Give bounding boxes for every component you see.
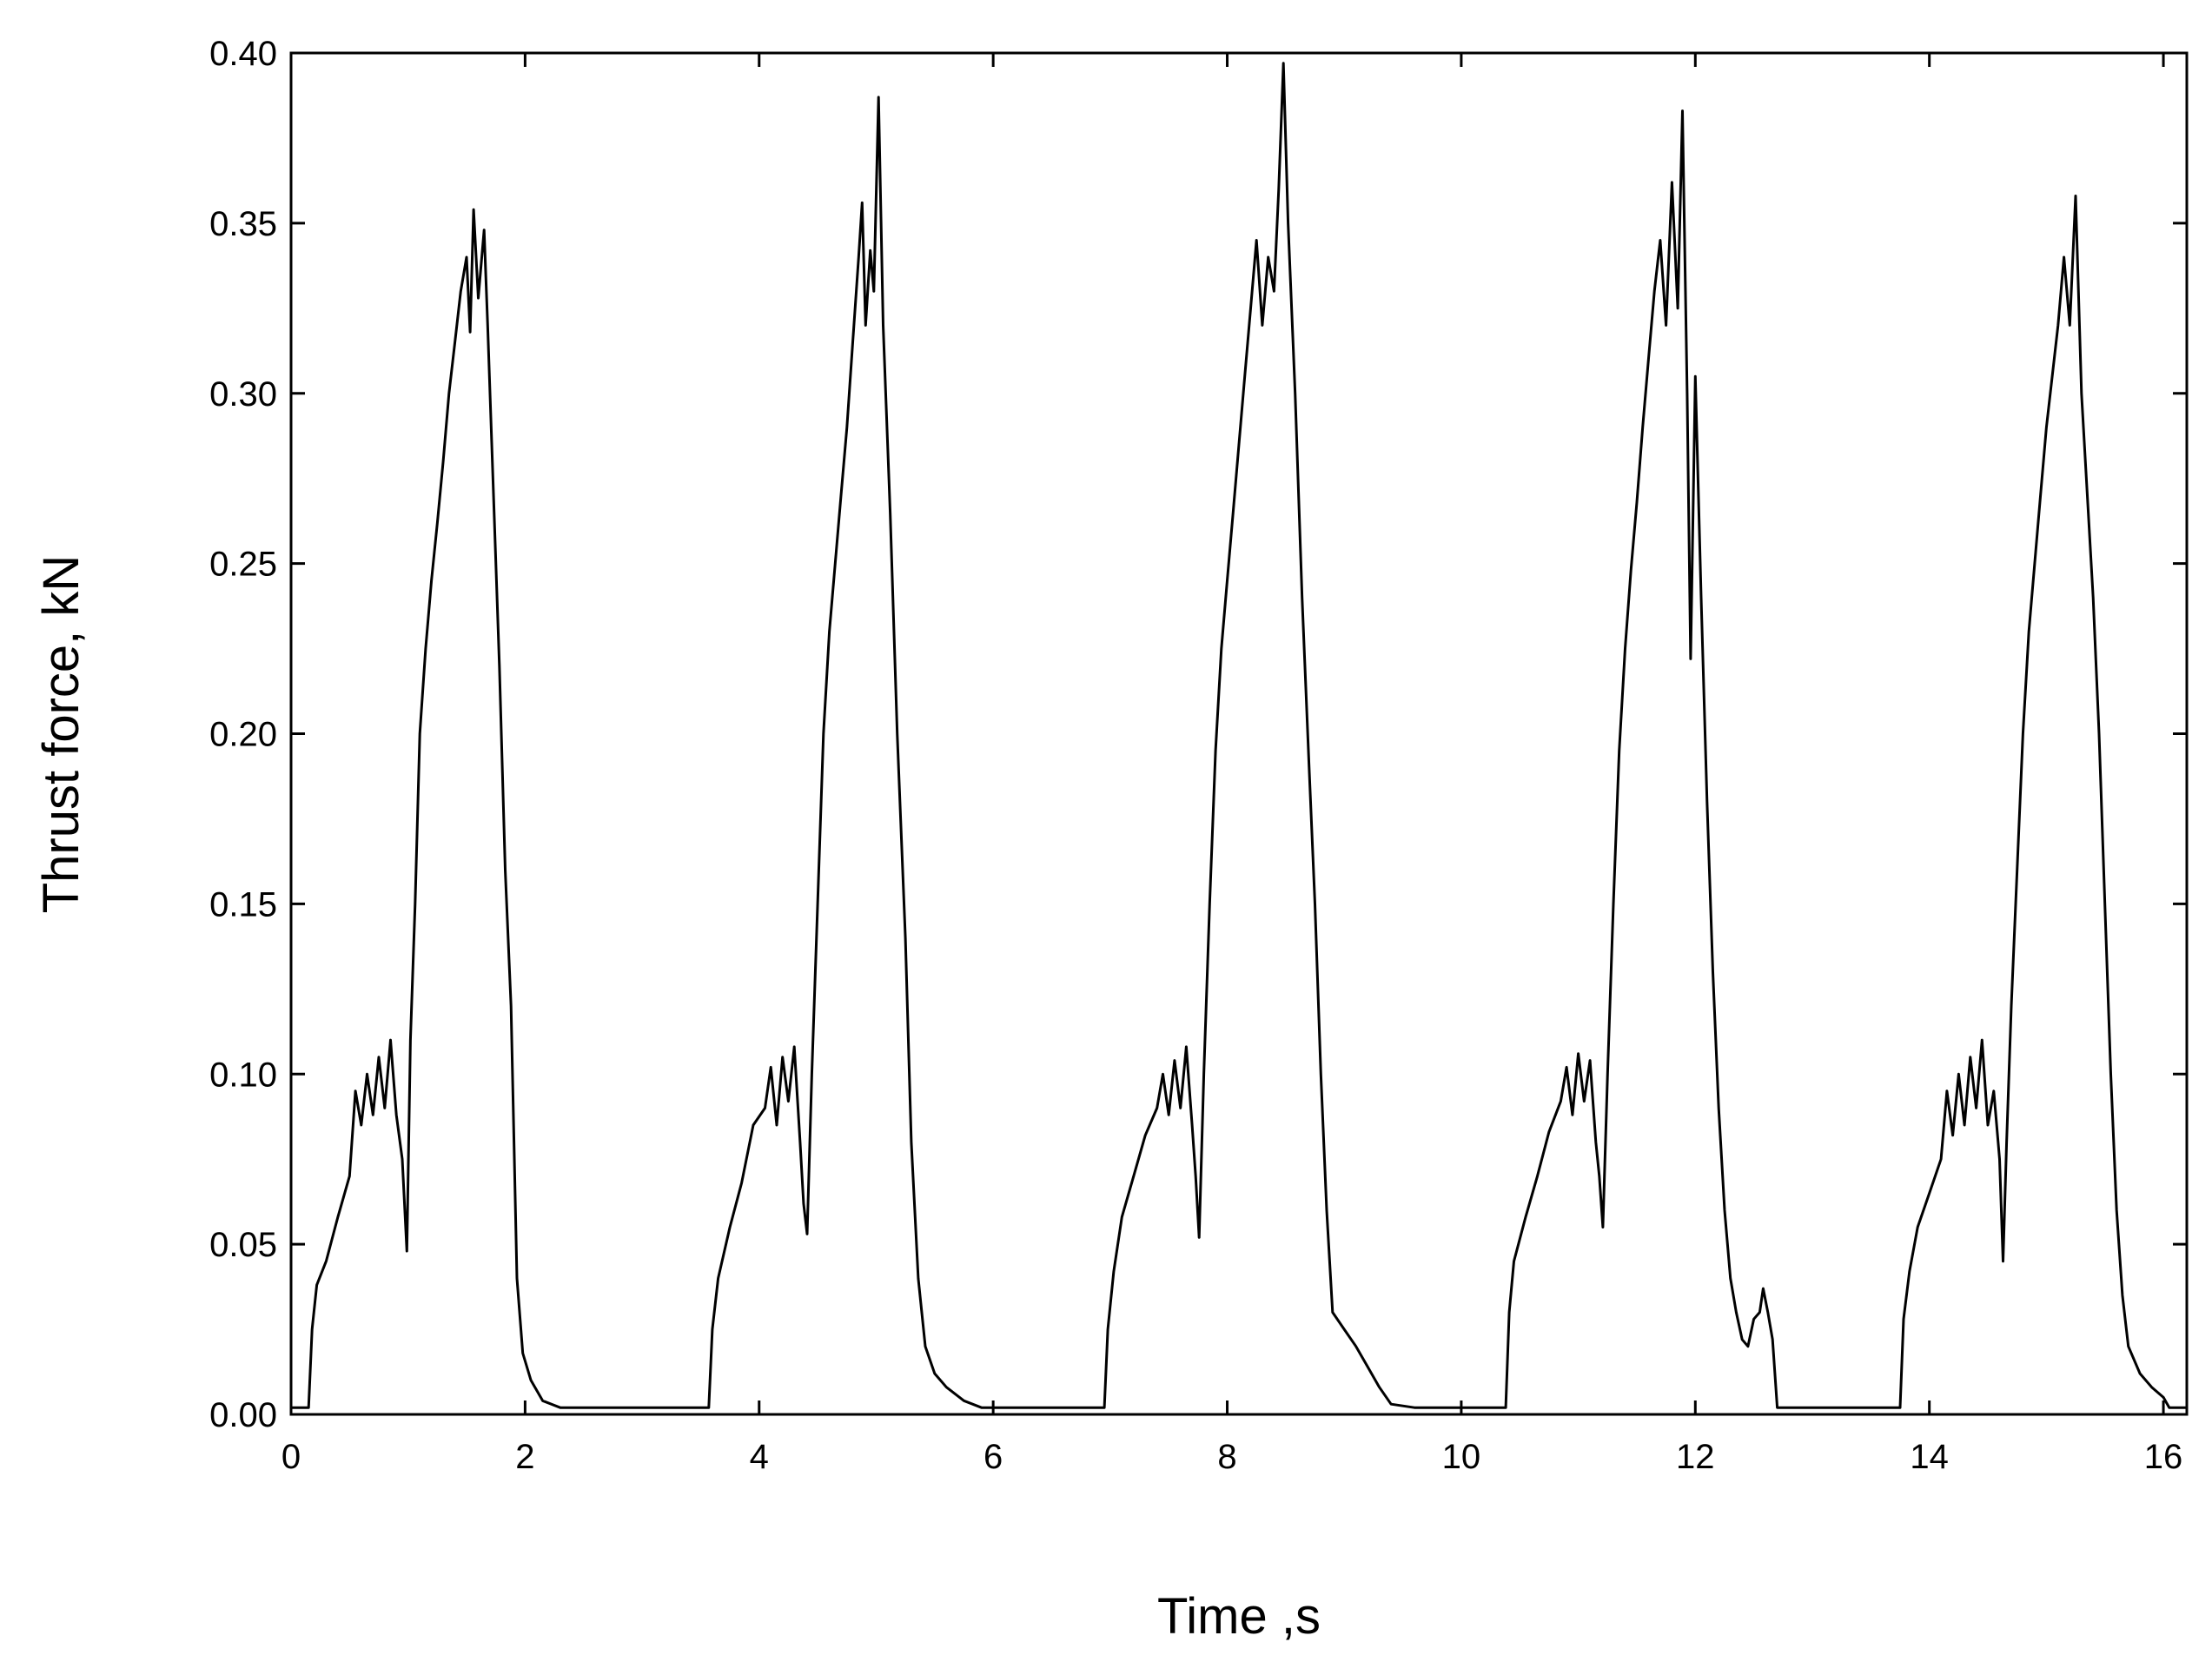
x-tick-label: 0 <box>281 1438 301 1476</box>
y-tick-label: 0.10 <box>209 1056 277 1094</box>
x-tick-label: 8 <box>1217 1438 1236 1476</box>
y-tick-label: 0.20 <box>209 716 277 754</box>
y-axis: 0.00 0.05 0.10 0.15 0.20 0.25 0.30 0.35 0.40 <box>209 35 2187 1434</box>
y-tick-label: 0.25 <box>209 546 277 584</box>
y-tick-label: 0.05 <box>209 1226 277 1264</box>
y-tick-label: 0.00 <box>209 1396 277 1434</box>
y-tick-label: 0.30 <box>209 375 277 414</box>
x-tick-label: 2 <box>515 1438 534 1476</box>
series-line <box>291 62 2187 1409</box>
x-tick-label: 12 <box>1676 1438 1715 1476</box>
plot-frame <box>289 51 2189 1416</box>
y-tick-label: 0.15 <box>209 885 277 924</box>
x-axis: 0 2 4 6 8 10 12 14 16 <box>281 53 2182 1476</box>
y-tick-label: 0.40 <box>209 35 277 73</box>
y-tick-label: 0.35 <box>209 205 277 243</box>
x-tick-label: 6 <box>983 1438 1003 1476</box>
x-tick-label: 14 <box>1910 1438 1949 1476</box>
x-tick-label: 4 <box>750 1438 769 1476</box>
x-tick-label: 10 <box>1442 1438 1481 1476</box>
x-tick-label: 16 <box>2144 1438 2183 1476</box>
x-axis-title: Time ,s <box>1157 1588 1321 1645</box>
y-axis-title: Thrust force, kN <box>33 555 89 914</box>
